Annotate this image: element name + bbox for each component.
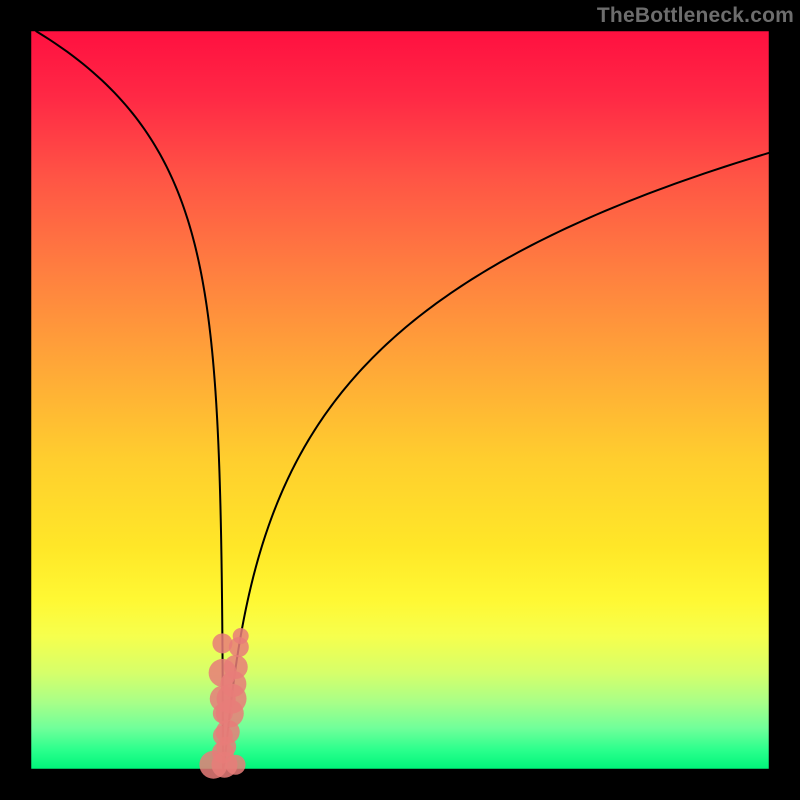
marker-dot: [224, 655, 248, 679]
bottleneck-chart: TheBottleneck.com: [0, 0, 800, 800]
plot-svg: [0, 0, 800, 800]
marker-dot: [226, 755, 246, 775]
marker-dot: [233, 628, 249, 644]
gradient-background: [31, 31, 769, 769]
watermark-text: TheBottleneck.com: [597, 4, 794, 28]
